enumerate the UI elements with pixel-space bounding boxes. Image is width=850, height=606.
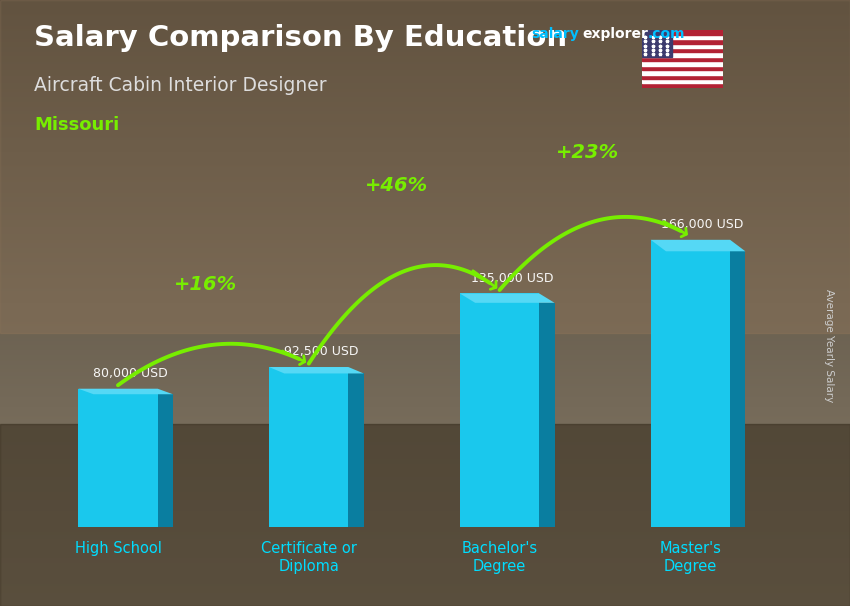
Bar — [642, 30, 722, 35]
Text: Salary Comparison By Education: Salary Comparison By Education — [34, 24, 567, 52]
Text: .com: .com — [648, 27, 685, 41]
Polygon shape — [157, 395, 173, 527]
Text: Missouri: Missouri — [34, 116, 119, 135]
Polygon shape — [0, 0, 850, 333]
Bar — [642, 53, 722, 57]
Bar — [642, 48, 722, 53]
Polygon shape — [539, 303, 554, 527]
Text: Aircraft Cabin Interior Designer: Aircraft Cabin Interior Designer — [34, 76, 326, 95]
Bar — [460, 293, 539, 527]
Polygon shape — [651, 240, 745, 251]
Text: 135,000 USD: 135,000 USD — [471, 272, 553, 285]
Bar — [642, 79, 722, 84]
Text: explorer: explorer — [582, 27, 648, 41]
Polygon shape — [730, 251, 745, 527]
Polygon shape — [348, 373, 364, 527]
Bar — [642, 70, 722, 75]
Polygon shape — [269, 367, 364, 373]
Text: salary: salary — [531, 27, 579, 41]
Polygon shape — [0, 424, 850, 606]
Bar — [642, 39, 722, 44]
Text: Average Yearly Salary: Average Yearly Salary — [824, 289, 834, 402]
Text: +16%: +16% — [174, 275, 237, 295]
Text: 92,500 USD: 92,500 USD — [284, 345, 358, 358]
Bar — [642, 30, 672, 57]
Polygon shape — [460, 293, 554, 303]
Bar — [642, 75, 722, 79]
Bar — [642, 84, 722, 88]
Polygon shape — [78, 388, 173, 395]
Bar — [642, 57, 722, 61]
Text: 166,000 USD: 166,000 USD — [661, 218, 744, 231]
Bar — [269, 367, 348, 527]
Bar — [642, 61, 722, 65]
Bar — [642, 44, 722, 48]
Text: +46%: +46% — [365, 176, 428, 195]
Text: +23%: +23% — [556, 143, 619, 162]
Bar — [642, 35, 722, 39]
Bar — [642, 65, 722, 70]
Text: 80,000 USD: 80,000 USD — [93, 367, 167, 380]
Bar — [651, 240, 730, 527]
Bar — [78, 388, 157, 527]
